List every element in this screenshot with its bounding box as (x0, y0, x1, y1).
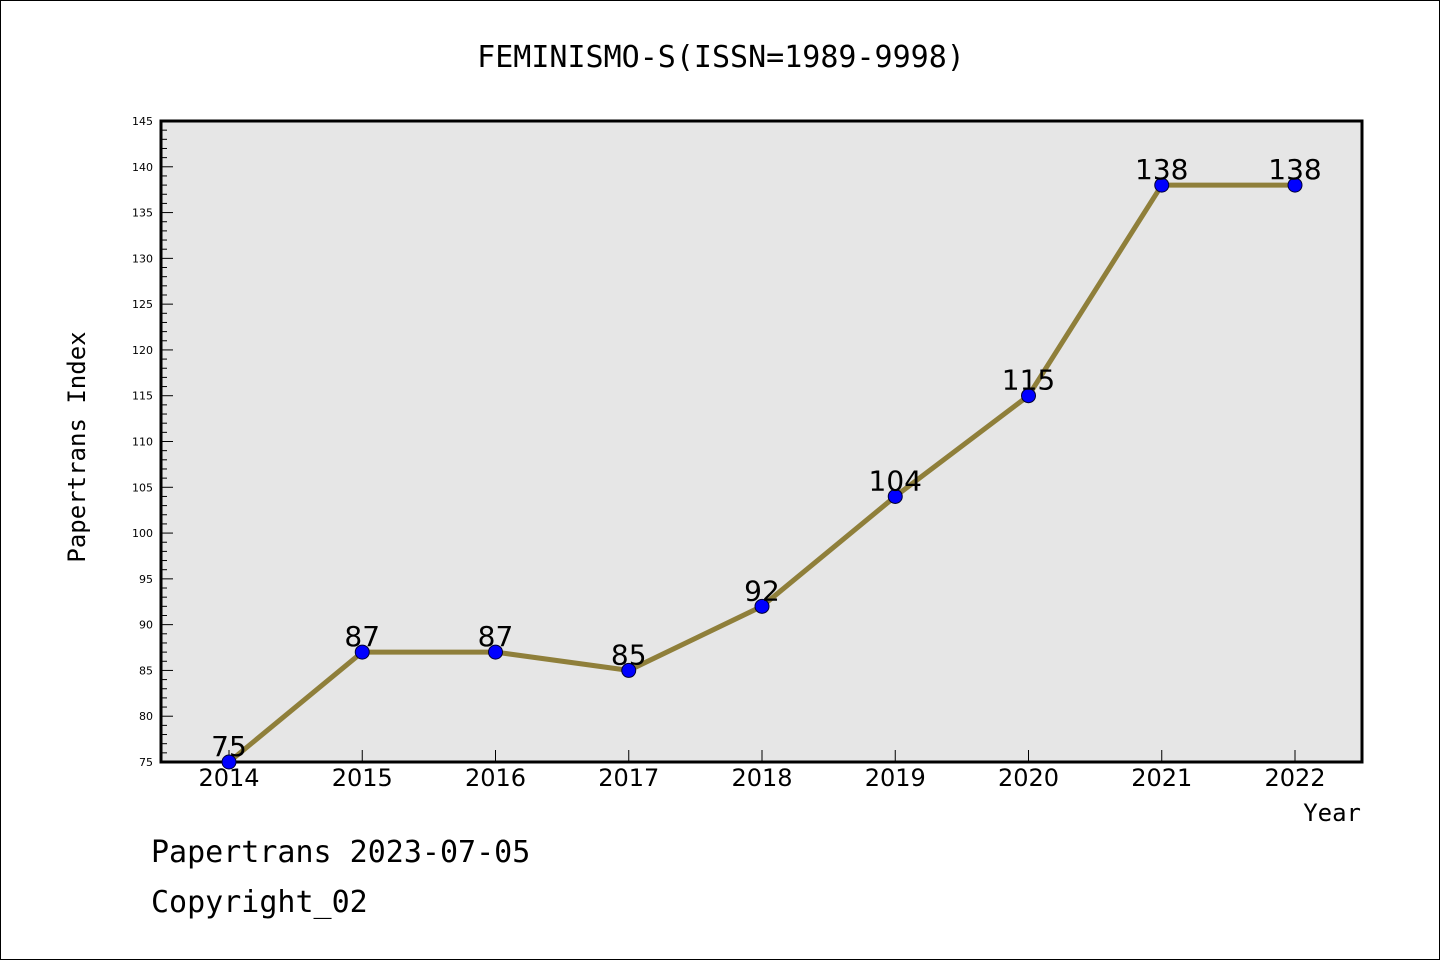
y-tick-label: 145 (132, 115, 153, 128)
plot-area (159, 119, 1364, 764)
x-tick-label: 2019 (865, 764, 926, 792)
data-point (887, 488, 903, 504)
x-tick-label: 2015 (332, 764, 393, 792)
data-label: 138 (1268, 153, 1321, 186)
x-tick-label: 2017 (598, 764, 659, 792)
data-label: 75 (211, 730, 247, 763)
x-axis-ticks: 2014 2015 2016 2017 2018 2019 2020 2021 2022 (198, 750, 1326, 792)
data-label: 87 (478, 620, 514, 653)
x-tick-label: 2020 (998, 764, 1059, 792)
data-label: 92 (744, 574, 780, 607)
y-tick-label: 125 (132, 298, 153, 311)
y-tick-label: 130 (132, 252, 153, 265)
data-point (1021, 388, 1036, 404)
data-point (1287, 177, 1303, 193)
y-tick-label: 115 (132, 390, 153, 403)
series-layer: 75 87 87 85 92 104 115 138 138 (211, 153, 1322, 770)
chart-title: FEMINISMO-S(ISSN=1989-9998) (477, 40, 965, 75)
data-point (1154, 177, 1170, 193)
x-tick-label: 2016 (465, 764, 526, 792)
y-tick-label: 140 (132, 161, 153, 174)
data-point (754, 598, 770, 614)
data-label: 138 (1135, 153, 1188, 186)
y-tick-label: 110 (132, 436, 153, 449)
data-label: 104 (869, 464, 922, 497)
y-tick-label: 90 (139, 619, 153, 632)
x-tick-label: 2022 (1264, 764, 1325, 792)
data-point (621, 662, 637, 678)
y-tick-label: 80 (139, 710, 153, 723)
y-tick-label: 120 (132, 344, 153, 357)
data-point (221, 754, 237, 770)
y-axis-ticks: 75 80 85 90 95 100 105 110 115 120 125 130 135 140 145 (132, 115, 173, 769)
data-label: 87 (344, 620, 380, 653)
data-label: 85 (611, 638, 647, 671)
data-point (488, 644, 503, 660)
y-tick-label: 75 (139, 756, 153, 769)
footer-date-line: Papertrans 2023-07-05 (151, 835, 531, 870)
footer-copyright: Copyright_02 (151, 885, 368, 920)
y-tick-label: 135 (132, 207, 153, 220)
y-tick-label: 100 (132, 527, 153, 540)
x-axis-label: Year (1303, 799, 1361, 827)
data-label: 115 (1002, 364, 1055, 397)
y-tick-label: 95 (139, 573, 153, 586)
x-tick-label: 2018 (731, 764, 792, 792)
data-point (354, 644, 370, 660)
y-tick-label: 85 (139, 664, 153, 677)
y-tick-label: 105 (132, 481, 153, 494)
x-tick-label: 2021 (1131, 764, 1192, 792)
y-axis-label: Papertrans Index (63, 331, 91, 562)
